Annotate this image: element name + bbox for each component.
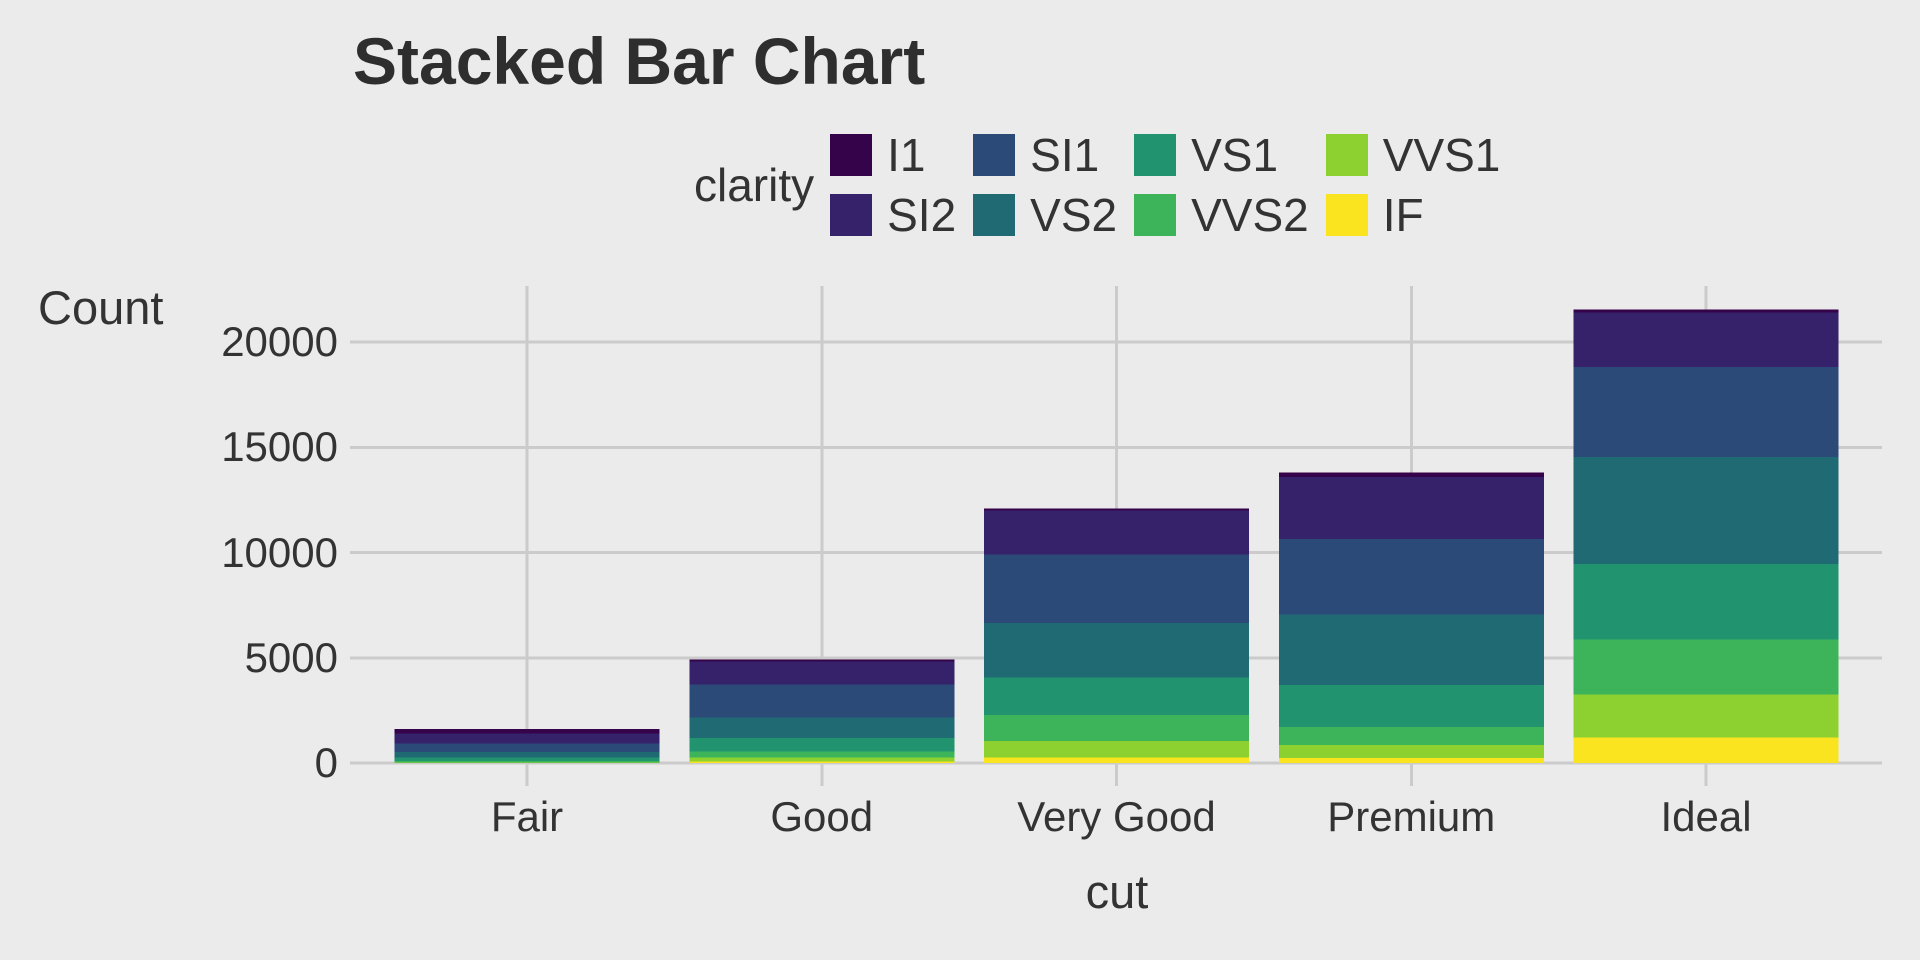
chart-title: Stacked Bar Chart (353, 24, 926, 98)
legend-item-VS1: VS1 (1134, 129, 1309, 181)
bar-segment-premium-VS2 (1278, 614, 1544, 686)
legend-item-VVS1: VVS1 (1325, 129, 1501, 181)
legend-swatch-SI1 (973, 134, 1016, 176)
bar-segment-ideal-IF (1573, 737, 1839, 763)
legend-item-IF: IF (1325, 189, 1501, 241)
x-tick-label-very-good: Very Good (1017, 793, 1216, 840)
bar-segment-fair-VS2 (394, 751, 660, 758)
legend-label-I1: I1 (887, 129, 926, 181)
bar-segment-fair-VS1 (394, 757, 660, 762)
bar-segment-very-good-VS1 (984, 677, 1249, 715)
bar-segment-good-IF (689, 761, 955, 763)
bar-segment-good-VS2 (689, 717, 955, 738)
bar-segment-ideal-VVS1 (1573, 694, 1839, 738)
bar-segment-very-good-SI1 (984, 554, 1249, 623)
bar-segment-good-I1 (689, 659, 955, 662)
legend-item-SI2: SI2 (830, 189, 957, 241)
y-tick-label-10000: 10000 (221, 528, 338, 576)
bar-segment-fair-SI1 (394, 743, 660, 752)
bar-segment-ideal-SI1 (1573, 367, 1839, 458)
x-tick-label-good: Good (770, 793, 874, 840)
y-axis-title: Count (38, 281, 164, 334)
bar-segment-fair-I1 (394, 729, 660, 734)
bar-segment-ideal-I1 (1573, 309, 1839, 313)
bar-segment-premium-I1 (1278, 472, 1544, 478)
legend-label-VS1: VS1 (1191, 129, 1279, 181)
legend-swatch-IF (1325, 194, 1368, 236)
bar-segment-ideal-VS1 (1573, 563, 1839, 640)
legend-item-I1: I1 (830, 129, 956, 181)
x-tick-label-ideal: Ideal (1660, 793, 1752, 840)
bar-segment-very-good-VS2 (984, 622, 1249, 678)
legend-item-VVS2: VVS2 (1134, 189, 1309, 241)
legend-swatch-SI2 (830, 194, 873, 236)
y-tick-label-5000: 5000 (244, 633, 338, 681)
bar-segment-ideal-SI2 (1573, 312, 1839, 368)
bar-segment-good-SI1 (689, 684, 955, 718)
legend-swatch-VVS2 (1134, 194, 1177, 236)
bar-segment-premium-VVS1 (1278, 745, 1544, 759)
bar-segment-very-good-I1 (984, 508, 1249, 511)
legend-label-SI1: SI1 (1030, 129, 1100, 181)
bar-segment-ideal-VVS2 (1573, 639, 1839, 695)
legend-swatch-VS1 (1134, 134, 1177, 176)
legend-label-VS2: VS2 (1030, 189, 1118, 241)
bar-segment-fair-SI2 (394, 733, 660, 744)
bar-segment-very-good-VVS2 (984, 714, 1249, 741)
bar-segment-very-good-SI2 (984, 510, 1249, 555)
legend-label-SI2: SI2 (887, 189, 957, 241)
y-tick-label-0: 0 (314, 739, 338, 786)
bar-segment-very-good-IF (984, 757, 1249, 763)
bar-segment-ideal-VS2 (1573, 457, 1839, 564)
bar-segment-good-SI2 (689, 661, 955, 685)
legend-swatch-VVS1 (1325, 134, 1368, 176)
legend-items: I1 SI2 SI1 VS2 VS1 VVS2 VVS1 IF (830, 129, 1501, 241)
x-tick-label-fair: Fair (490, 793, 564, 840)
legend-item-VS2: VS2 (973, 189, 1118, 241)
legend-swatch-I1 (830, 134, 873, 176)
legend-item-SI1: SI1 (973, 129, 1117, 181)
bar-segment-premium-VS1 (1278, 685, 1544, 727)
bar-segment-good-VVS2 (689, 751, 955, 758)
legend-title: clarity (694, 159, 815, 211)
bar-segment-premium-IF (1278, 758, 1544, 763)
bar-segment-very-good-VVS1 (984, 740, 1249, 758)
x-tick-label-premium: Premium (1327, 793, 1496, 840)
legend: clarity I1 SI2 SI1 VS2 VS1 VVS2 VVS1 IF (694, 129, 1501, 241)
x-axis-title: cut (1085, 865, 1149, 918)
legend-label-VVS1: VVS1 (1382, 129, 1501, 181)
legend-swatch-VS2 (973, 194, 1016, 236)
y-tick-label-20000: 20000 (221, 318, 338, 365)
bar-segment-premium-SI2 (1278, 477, 1544, 540)
y-tick-label-15000: 15000 (221, 423, 338, 471)
bar-segment-fair-VVS2 (394, 761, 660, 763)
bar-segment-good-VS1 (689, 737, 955, 752)
bar-segment-premium-VVS2 (1278, 726, 1544, 746)
legend-label-IF: IF (1382, 189, 1424, 241)
legend-label-VVS2: VVS2 (1191, 189, 1309, 241)
bar-segment-premium-SI1 (1278, 539, 1544, 615)
bar-segment-good-VVS1 (689, 757, 955, 762)
